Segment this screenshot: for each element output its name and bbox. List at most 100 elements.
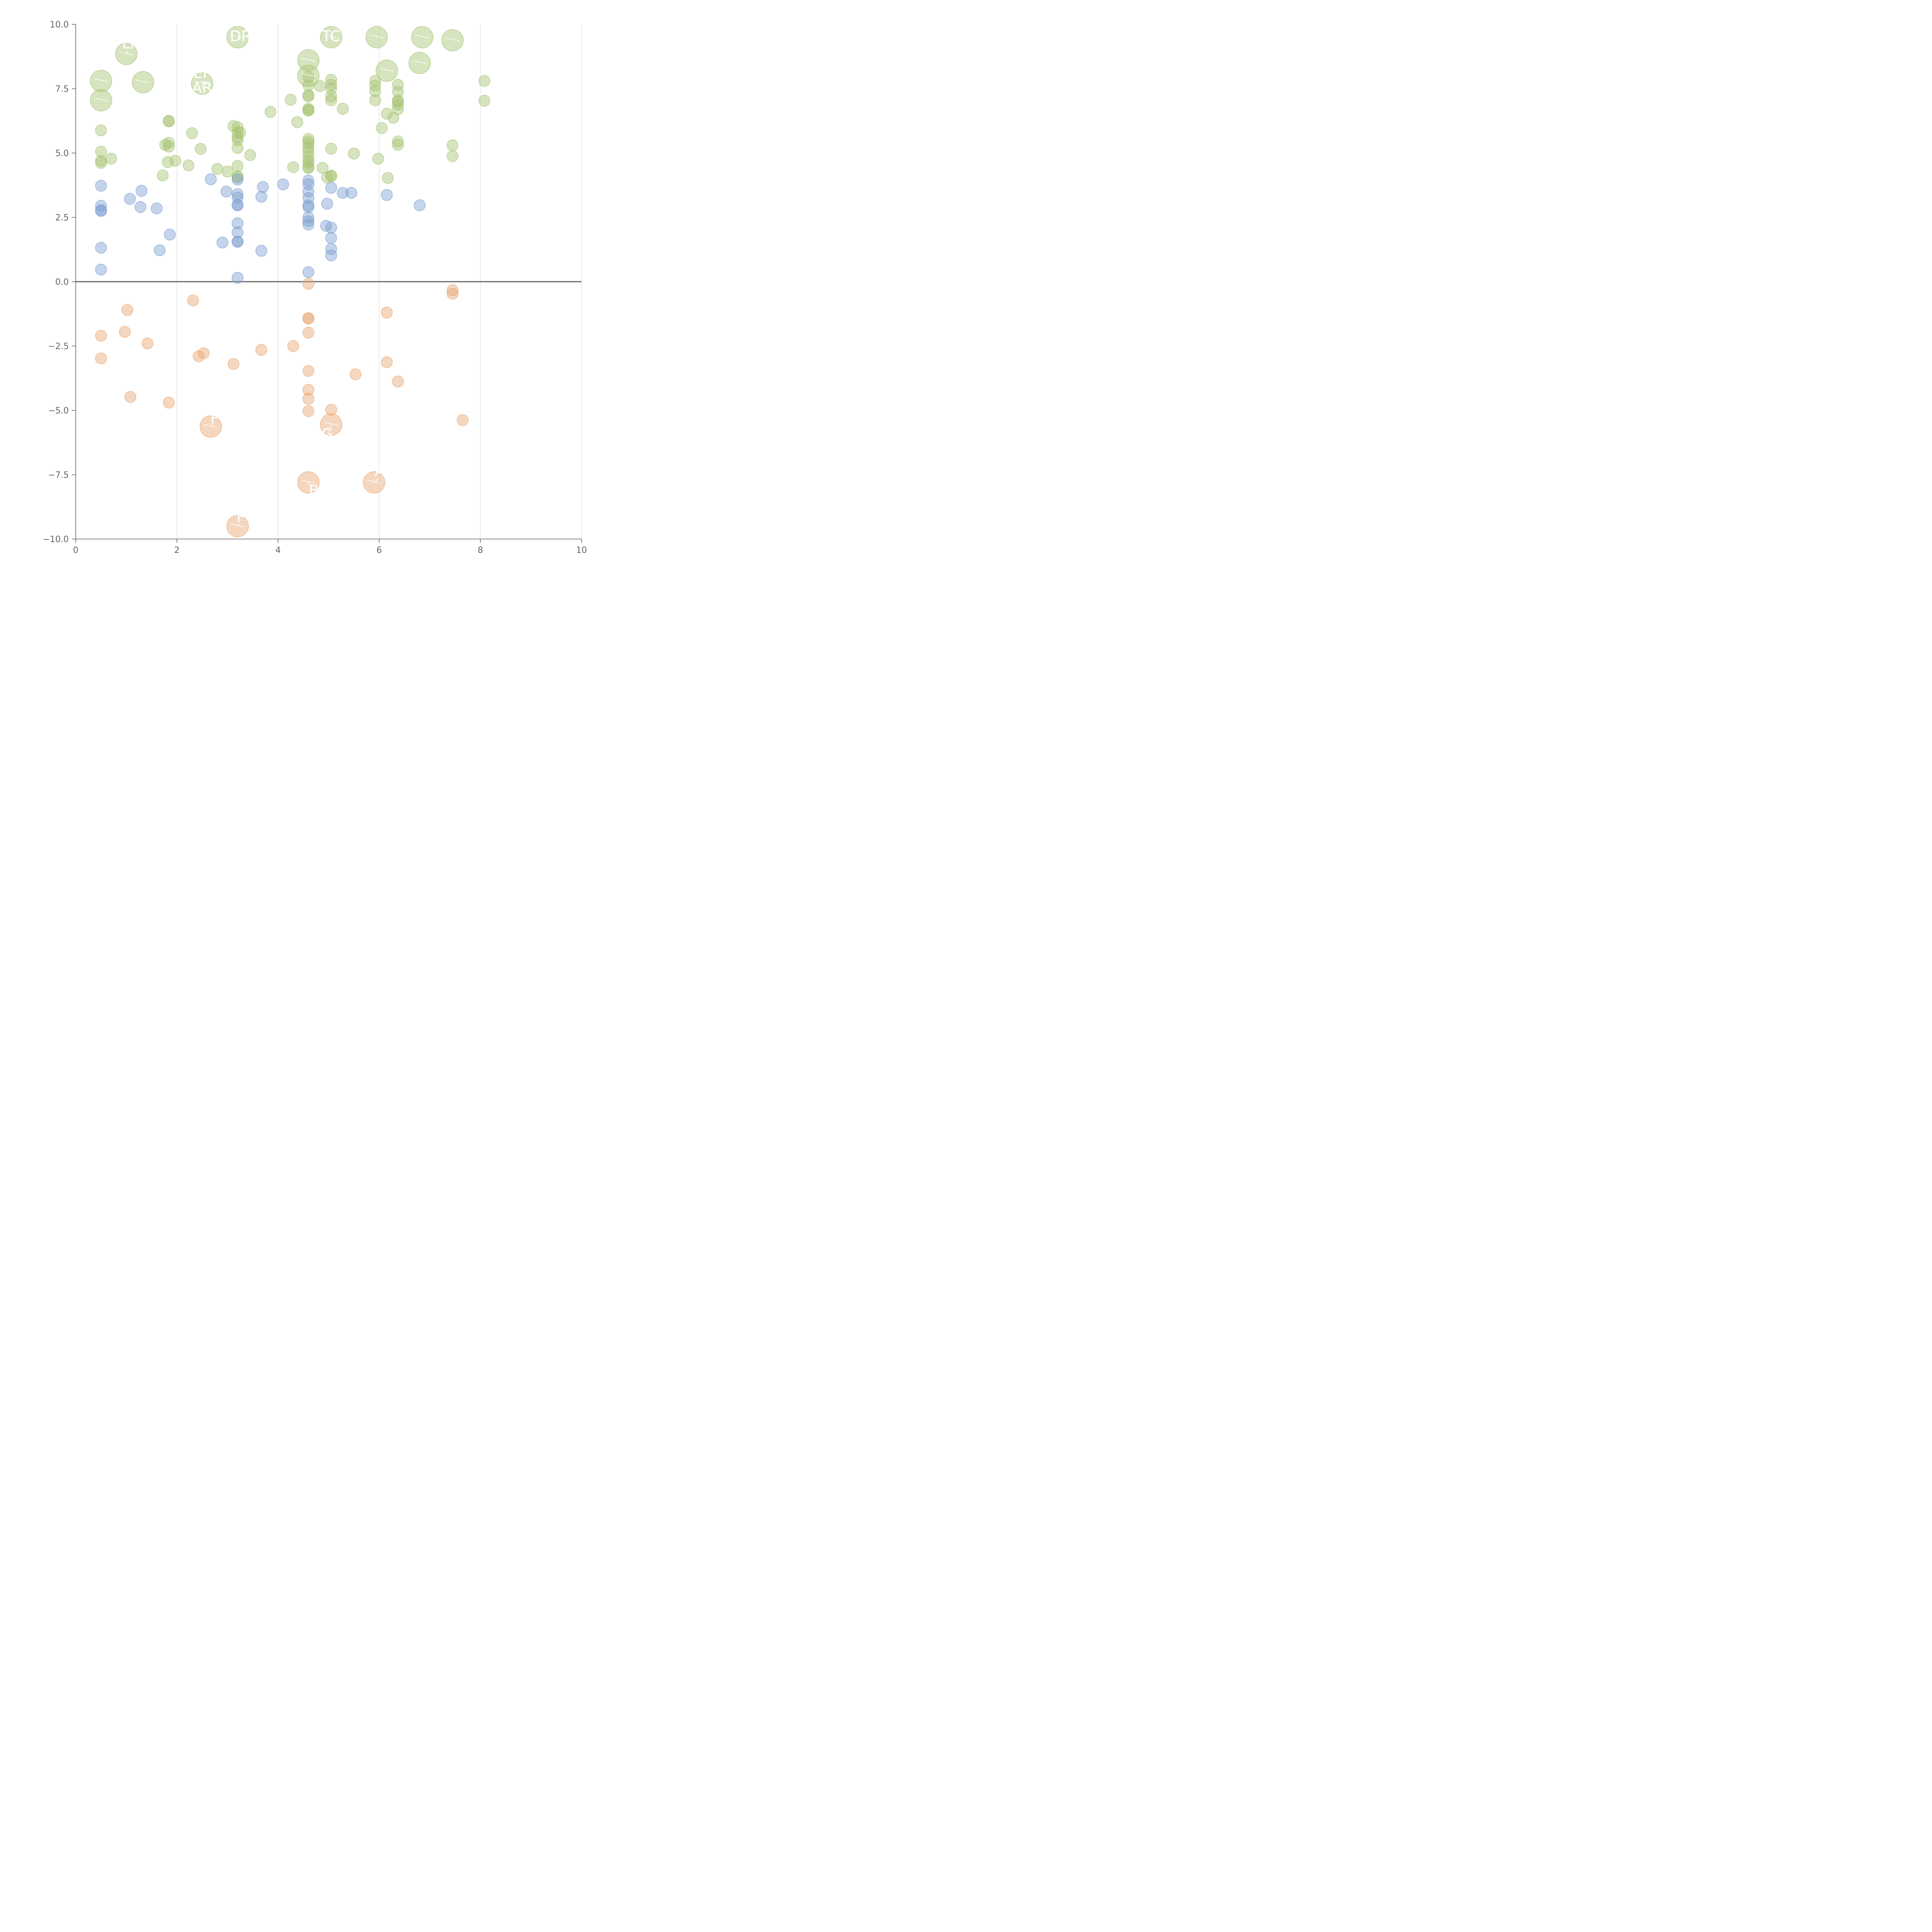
bubble <box>244 149 256 161</box>
bubble <box>302 185 315 198</box>
bubble <box>95 330 107 342</box>
bubble <box>231 226 244 238</box>
bubble-large <box>297 65 320 87</box>
bubble <box>163 396 175 409</box>
bubble <box>321 197 333 210</box>
bubble <box>325 182 337 194</box>
bubble <box>457 414 469 426</box>
bubble <box>228 358 240 370</box>
bubble-chart: 0 2 4 6 8 10 −10.0 −7.5 −5.0 −2.5 0.0 2.5 5.0 7.5 10.0… <box>43 20 587 555</box>
bubble <box>231 142 244 154</box>
bubble <box>287 340 299 352</box>
bubble <box>325 90 337 102</box>
bubble <box>228 120 240 132</box>
bubble <box>302 201 315 213</box>
bubble-leader-line <box>230 523 245 527</box>
bubble <box>135 185 148 197</box>
bubble <box>302 90 315 102</box>
bubble <box>349 368 362 381</box>
bubble <box>121 304 133 316</box>
bubble <box>392 103 404 116</box>
bubble <box>302 142 315 154</box>
bubble <box>302 135 315 148</box>
bubble <box>134 201 146 213</box>
bubble <box>325 143 337 155</box>
y-tick-label: −7.5 <box>48 471 69 480</box>
bubble-leader-line <box>301 480 316 484</box>
bubble <box>105 153 117 165</box>
bubble <box>231 199 244 211</box>
bubble <box>325 249 337 262</box>
y-tick-label: 2.5 <box>55 213 69 223</box>
bubble-large <box>411 26 434 49</box>
y-tick-label: −5.0 <box>48 406 69 416</box>
bubble <box>392 376 404 388</box>
bubble <box>95 200 107 212</box>
bubble <box>325 221 337 234</box>
bubble <box>195 143 207 155</box>
bubble-label: AR <box>192 79 212 96</box>
bubble <box>302 312 315 325</box>
bubbles <box>90 26 490 537</box>
bubble <box>231 173 244 185</box>
bubble-leader-line <box>367 480 381 484</box>
bubble <box>345 187 357 199</box>
bubble <box>163 115 175 127</box>
bubble-leader-line <box>301 58 316 61</box>
bubble <box>325 79 337 91</box>
bubble <box>372 153 384 165</box>
bubble <box>216 236 228 249</box>
y-tick-label: −10.0 <box>43 535 69 544</box>
x-tick-label: 4 <box>276 546 281 555</box>
bubble <box>348 148 360 160</box>
bubble <box>257 181 269 193</box>
bubble <box>119 326 131 338</box>
bubble <box>325 232 337 244</box>
bubble <box>234 126 246 138</box>
bubble-label: LI <box>122 35 134 52</box>
bubble <box>325 404 337 416</box>
bubble-leader-line <box>195 81 209 85</box>
bubble <box>151 202 163 214</box>
bubble <box>277 179 289 190</box>
bubble <box>255 190 267 203</box>
bubble-leader-line <box>446 37 460 42</box>
bubble <box>156 169 169 182</box>
bubble-leader-line <box>204 424 218 428</box>
y-tick-label: 5.0 <box>55 149 69 158</box>
bubble <box>302 405 315 417</box>
bubble-label: G <box>321 426 333 443</box>
bubble-large <box>366 26 388 49</box>
bubble <box>413 199 426 211</box>
bubble-leader-line <box>324 422 338 426</box>
bubble <box>302 104 315 117</box>
bubble <box>211 163 223 175</box>
bubble <box>264 106 277 118</box>
bubble <box>302 327 315 339</box>
bubble <box>302 278 315 290</box>
bubble <box>392 135 404 148</box>
bubble-large <box>90 89 112 112</box>
bubble <box>446 150 459 162</box>
bubble <box>231 160 244 172</box>
bubble <box>187 294 199 306</box>
y-tick-label: 7.5 <box>55 85 69 94</box>
bubble <box>382 172 394 184</box>
y-tick-label: −2.5 <box>48 342 69 352</box>
bubble <box>325 170 337 182</box>
bubble-leader-line <box>136 80 150 83</box>
x-tick-label: 2 <box>174 546 180 555</box>
bubble <box>154 244 166 256</box>
x-tick-label: 6 <box>376 546 382 555</box>
bubble <box>392 86 404 98</box>
label-leader-line <box>308 482 313 491</box>
bubble <box>124 193 136 205</box>
bubble-large <box>297 49 320 71</box>
bubble <box>302 179 315 190</box>
bubble <box>221 165 233 178</box>
bubble <box>302 192 315 204</box>
bubble-leader-line <box>94 78 108 82</box>
bubble <box>163 137 175 149</box>
bubble <box>162 156 174 168</box>
